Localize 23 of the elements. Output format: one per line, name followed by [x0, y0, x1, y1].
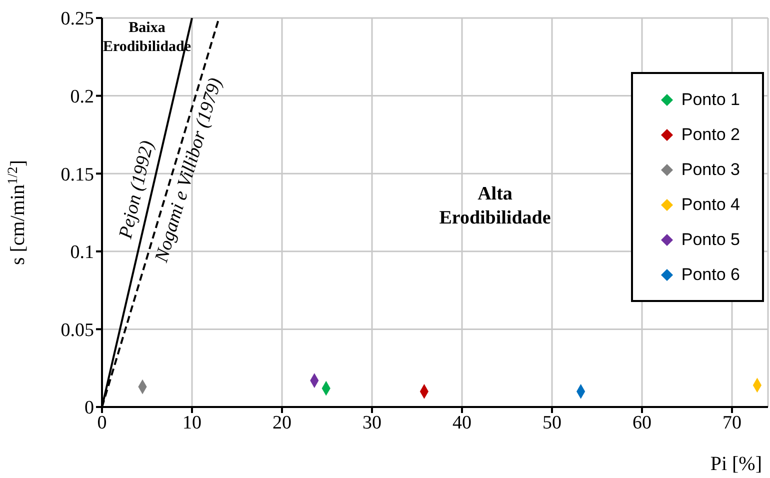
- annotation: Alta Erodibilidade: [439, 184, 551, 228]
- text: Pejon (1992): [115, 138, 158, 242]
- x-tick-label: 20: [272, 412, 292, 434]
- y-tick-label: 0: [84, 398, 94, 419]
- y-tick-label: 0.15: [60, 164, 94, 186]
- x-tick-label: 70: [722, 412, 742, 434]
- x-tick-label: 0: [97, 412, 107, 434]
- legend-label: Ponto 5: [681, 230, 740, 250]
- legend-label: Ponto 3: [681, 160, 740, 180]
- y-tick-label: 0.2: [70, 86, 94, 108]
- legend-label: Ponto 4: [681, 194, 740, 214]
- legend-label: Ponto 2: [681, 124, 740, 144]
- y-tick-label: 0.1: [70, 242, 94, 264]
- x-tick-label: 60: [632, 412, 652, 434]
- y-tick-label: 0.25: [60, 8, 94, 30]
- x-axis-title: Pi [%]: [710, 453, 762, 475]
- x-tick-label: 10: [182, 412, 202, 434]
- x-tick-label: 40: [452, 412, 472, 434]
- y-tick-label: 0.05: [60, 320, 94, 341]
- x-tick-label: 50: [542, 412, 562, 434]
- legend-label: Ponto 1: [681, 90, 740, 110]
- legend-label: Ponto 6: [681, 264, 740, 284]
- x-tick-label: 30: [362, 412, 382, 434]
